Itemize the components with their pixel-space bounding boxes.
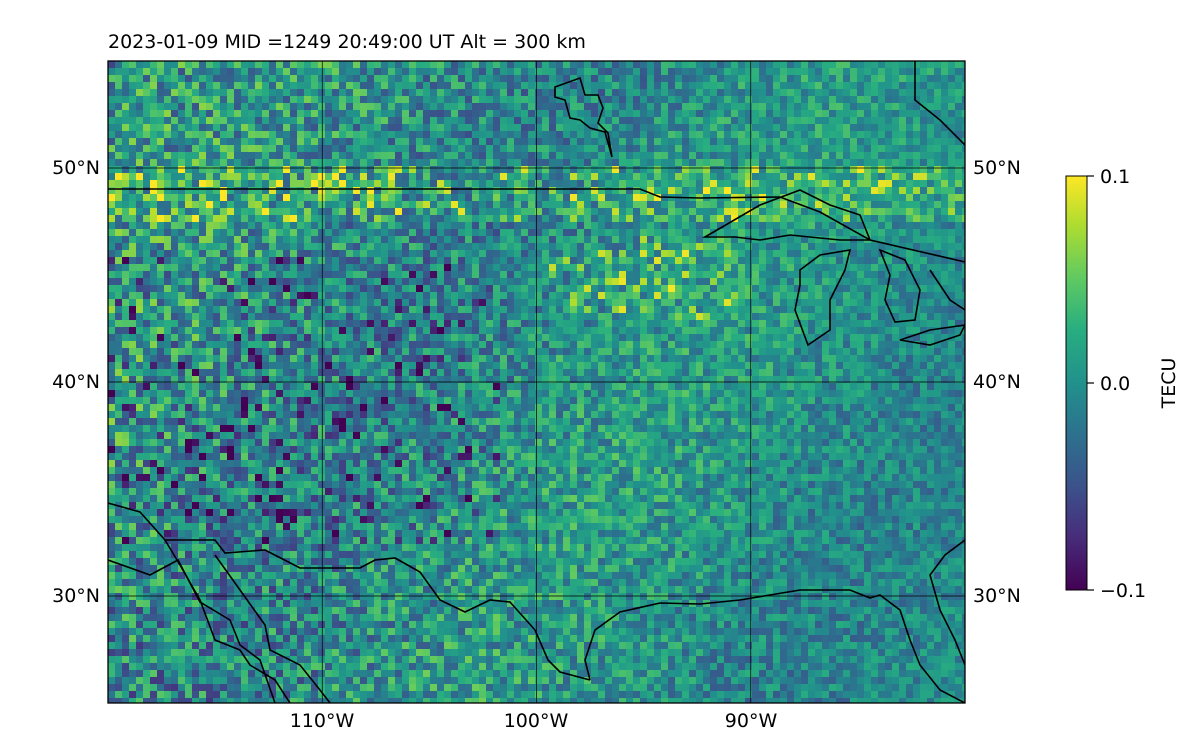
coast-gulf-california <box>164 539 291 703</box>
graticule <box>108 61 965 703</box>
lat-label-40n-right: 40°N <box>973 371 1021 393</box>
border-us-canada <box>108 188 965 263</box>
colorbar: 0.1 0.0 −0.1 TECU <box>1065 166 1180 602</box>
lake-erie <box>899 324 965 346</box>
lon-labels: 110°W 100°W 90°W <box>290 710 778 732</box>
coast-hudson-bay <box>554 76 613 158</box>
lat-labels-right: 50°N 40°N 30°N <box>973 157 1021 607</box>
lat-label-40n-left: 40°N <box>52 371 100 393</box>
lat-label-50n-right: 50°N <box>973 157 1021 179</box>
colorbar-label-min: −0.1 <box>1100 580 1146 602</box>
colorbar-label-zero: 0.0 <box>1100 373 1130 395</box>
colorbar-title: TECU <box>1158 358 1180 410</box>
lon-label-110w: 110°W <box>290 710 355 732</box>
lon-label-100w: 100°W <box>504 710 569 732</box>
lon-label-90w: 90°W <box>725 710 778 732</box>
coast-atlantic <box>929 539 965 666</box>
colorbar-label-max: 0.1 <box>1100 166 1130 188</box>
colorbar-gradient <box>1065 175 1088 591</box>
coast-baja <box>108 558 276 703</box>
border-us-mexico <box>108 502 591 681</box>
lake-superior <box>702 189 872 241</box>
colorbar-ticks: 0.1 0.0 −0.1 <box>1087 166 1146 602</box>
map-frame <box>107 60 966 704</box>
coast-north-east <box>914 61 965 146</box>
lat-label-30n-left: 30°N <box>52 585 100 607</box>
lat-labels-left: 50°N 40°N 30°N <box>52 157 100 607</box>
lat-label-50n-left: 50°N <box>52 157 100 179</box>
lake-ontario-edge <box>929 269 965 311</box>
lat-label-30n-right: 30°N <box>973 585 1021 607</box>
coast-gulf-of-mexico <box>584 589 965 703</box>
tec-raster <box>108 61 965 703</box>
coastlines-borders <box>108 61 965 703</box>
map-panel <box>107 60 966 704</box>
coast-mainland-mexico <box>214 554 331 703</box>
lake-huron <box>878 248 921 323</box>
map-title: 2023-01-09 MID =1249 20:49:00 UT Alt = 3… <box>108 31 586 53</box>
lake-michigan <box>794 249 852 347</box>
